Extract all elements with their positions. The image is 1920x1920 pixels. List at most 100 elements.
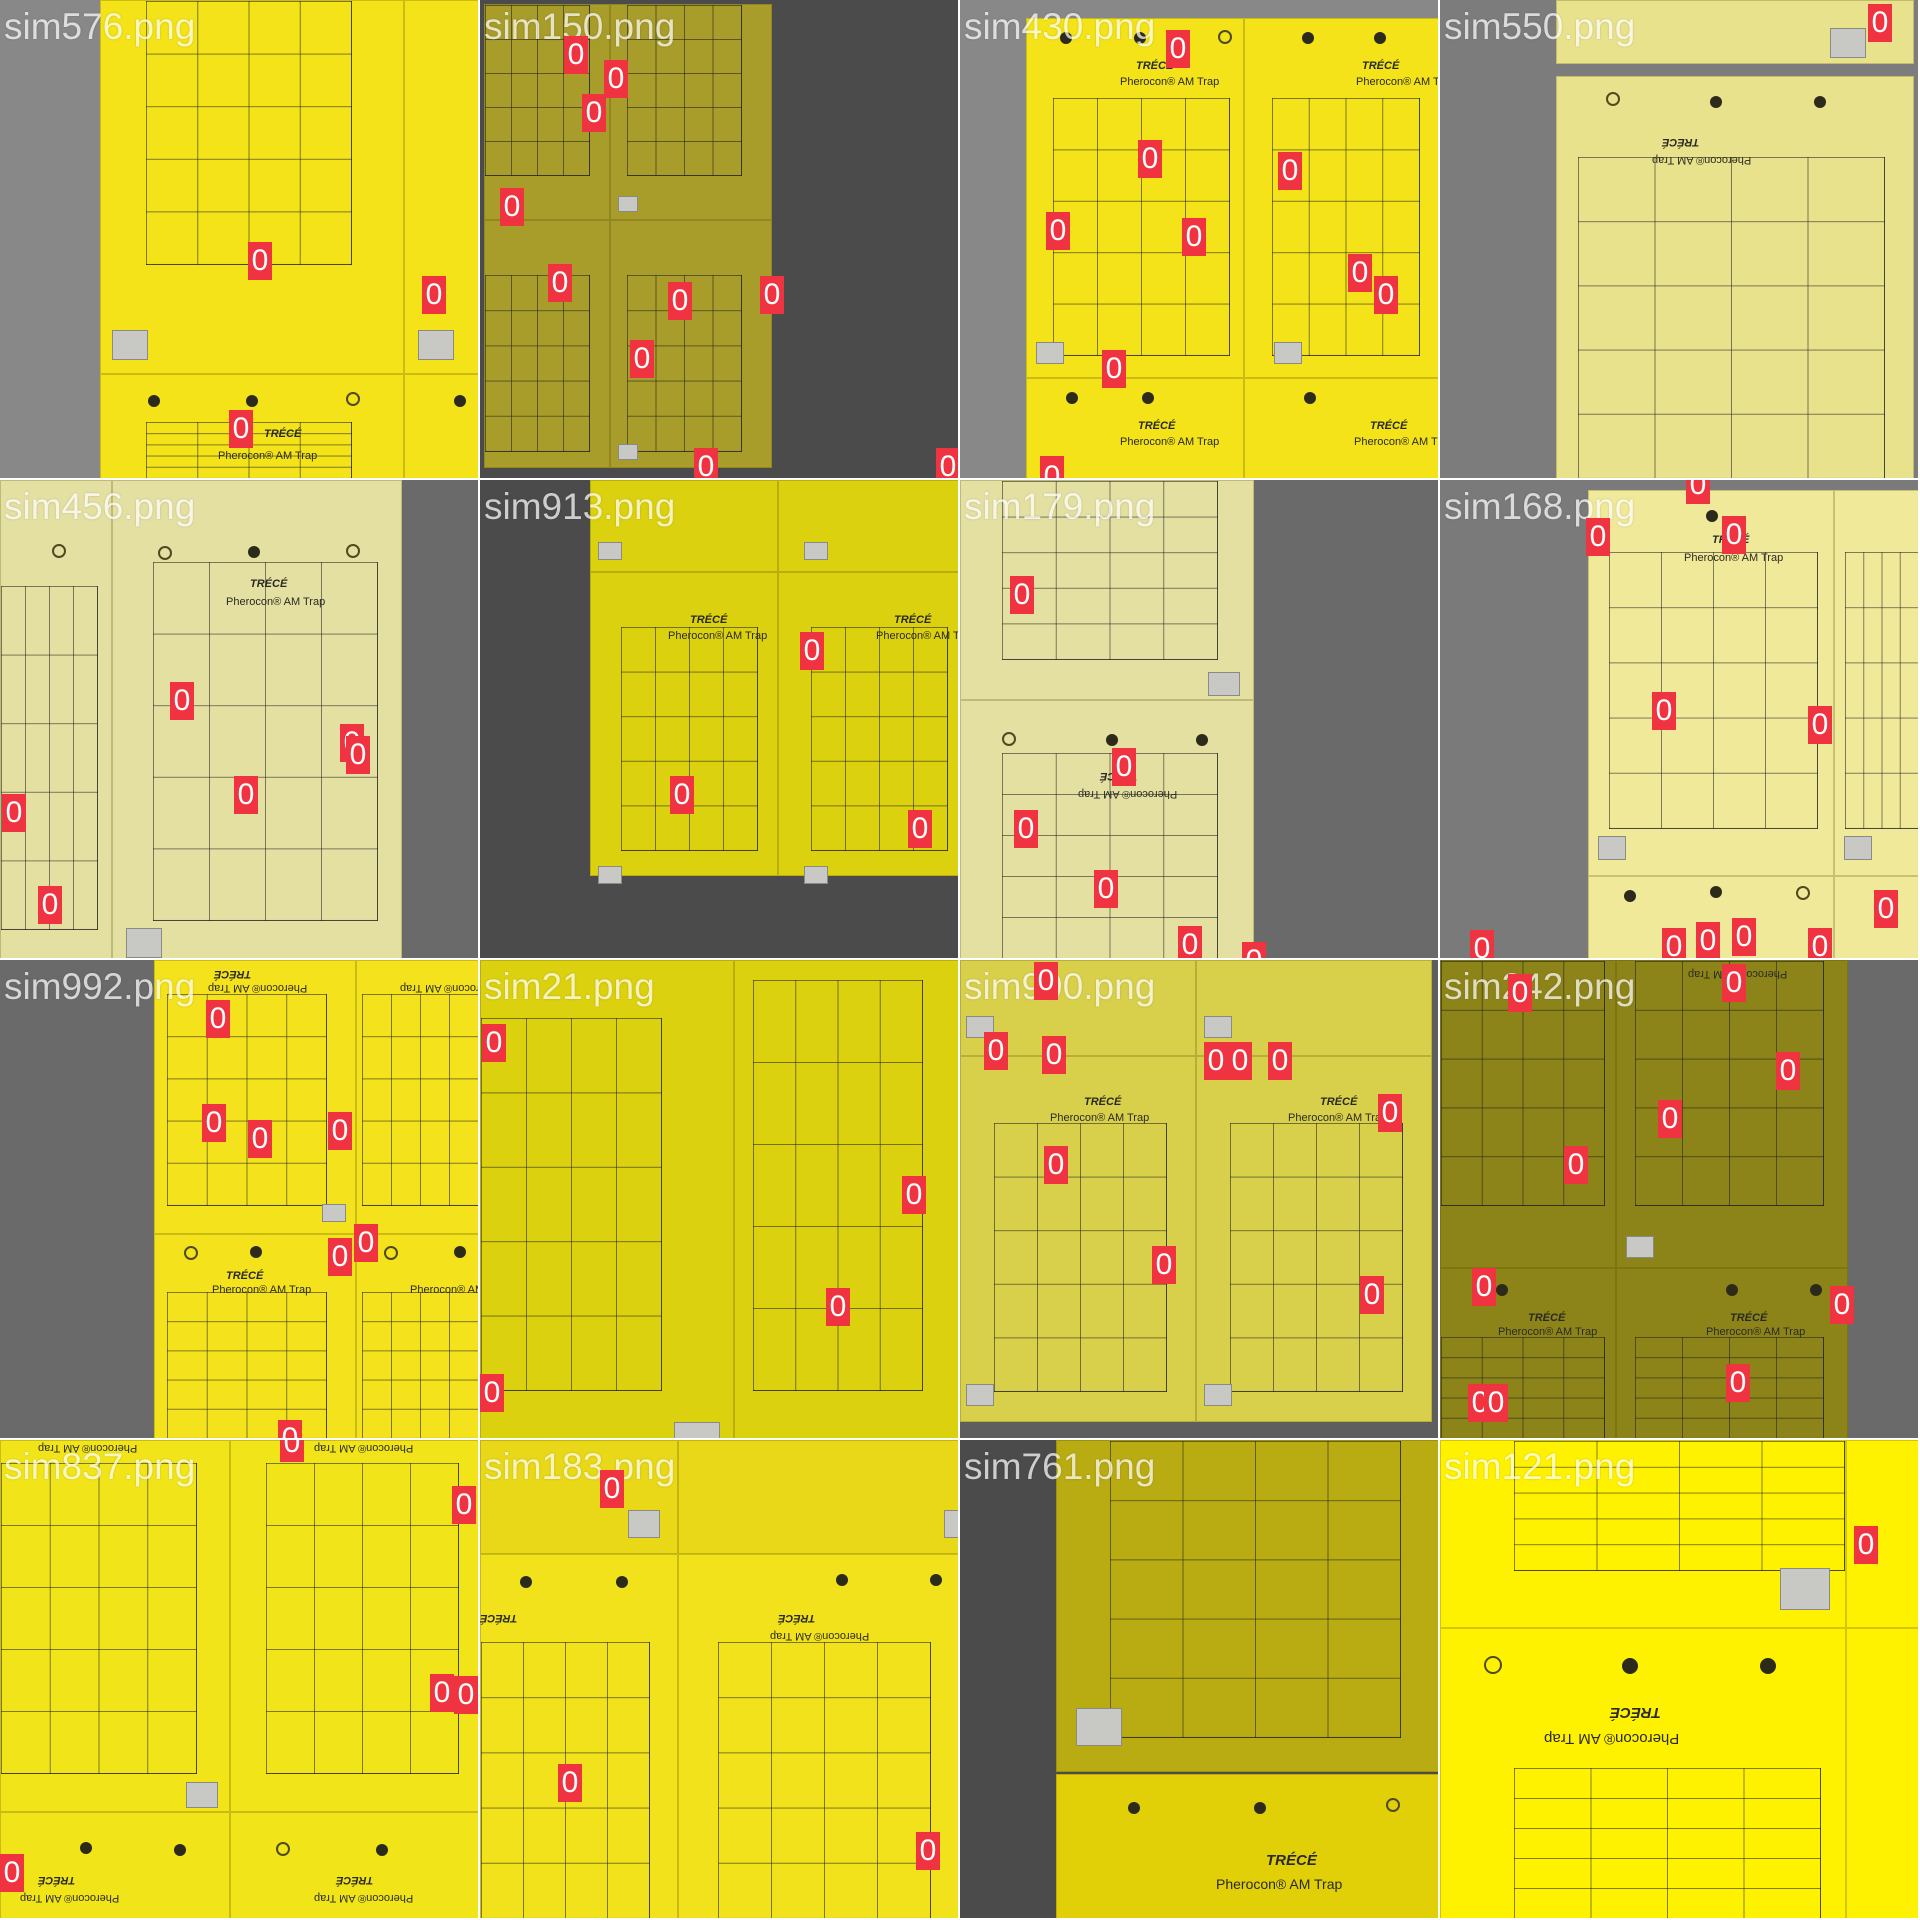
detection-box[interactable]: 0 bbox=[1014, 810, 1038, 848]
detection-box[interactable]: 0 bbox=[1378, 1094, 1402, 1132]
image-tile[interactable]: TRÉCÉ Pherocon® AM Trap Pherocon® AM Tra… bbox=[0, 960, 478, 1438]
image-tile[interactable]: TRÉCÉ Pherocon® AM Trap TRÉCÉ Pherocon® … bbox=[960, 0, 1438, 478]
detection-box[interactable]: 0 bbox=[454, 1676, 478, 1714]
detection-box[interactable]: 0 bbox=[1726, 1364, 1750, 1402]
detection-box[interactable]: 0 bbox=[1034, 962, 1058, 1000]
detection-box[interactable]: 0 bbox=[1040, 458, 1064, 478]
detection-box[interactable]: 0 bbox=[1732, 918, 1756, 956]
detection-box[interactable]: 0 bbox=[1152, 1246, 1176, 1284]
detection-box[interactable]: 0 bbox=[1044, 1146, 1068, 1184]
detection-box[interactable]: 0 bbox=[1360, 1276, 1384, 1314]
image-tile[interactable]: TRÉCÉ Pherocon® AM Trap sim576.png 0 0 0 bbox=[0, 0, 478, 478]
detection-box[interactable]: 0 bbox=[558, 1764, 582, 1802]
detection-box[interactable]: 0 bbox=[354, 1224, 378, 1262]
detection-box[interactable]: 0 bbox=[1182, 218, 1206, 256]
detection-box[interactable]: 0 bbox=[1696, 922, 1720, 958]
detection-box[interactable]: 0 bbox=[984, 1032, 1008, 1070]
image-tile[interactable]: Pherocon® AM Trap Pherocon® AM Trap TRÉC… bbox=[0, 1440, 478, 1918]
detection-box[interactable]: 0 bbox=[564, 36, 588, 74]
detection-box[interactable]: 0 bbox=[1204, 1042, 1228, 1080]
detection-box[interactable]: 0 bbox=[328, 1238, 352, 1276]
detection-box[interactable]: 0 bbox=[1686, 480, 1710, 504]
image-tile[interactable]: TRÉCÉ Pherocon® AM Trap TRÉCÉ Pherocon® … bbox=[1440, 960, 1918, 1438]
detection-box[interactable]: 0 bbox=[826, 1288, 850, 1326]
detection-box[interactable]: 0 bbox=[670, 776, 694, 814]
detection-box[interactable]: 0 bbox=[1830, 1286, 1854, 1324]
detection-box[interactable]: 0 bbox=[202, 1104, 226, 1142]
detection-box[interactable]: 0 bbox=[1662, 928, 1686, 958]
detection-box[interactable]: 0 bbox=[1808, 706, 1832, 744]
detection-box[interactable]: 0 bbox=[248, 242, 272, 280]
detection-box[interactable]: 0 bbox=[1228, 1042, 1252, 1080]
image-tile[interactable]: TRÉCÉ Pherocon® AM Trap sim761.png bbox=[960, 1440, 1438, 1918]
detection-box[interactable]: 0 bbox=[1094, 870, 1118, 908]
detection-box[interactable]: 0 bbox=[600, 1470, 624, 1508]
detection-box[interactable]: 0 bbox=[1010, 576, 1034, 614]
detection-box[interactable]: 0 bbox=[1472, 1268, 1496, 1306]
detection-box[interactable]: 0 bbox=[1564, 1146, 1588, 1184]
image-tile[interactable]: TRÉCÉ Pherocon® AM Trap TRÉCÉ Pherocon® … bbox=[960, 960, 1438, 1438]
detection-box[interactable]: 0 bbox=[1112, 748, 1136, 786]
detection-box[interactable]: 0 bbox=[1722, 516, 1746, 554]
detection-box[interactable]: 0 bbox=[482, 1024, 506, 1062]
detection-box[interactable]: 0 bbox=[548, 264, 572, 302]
detection-box[interactable]: 0 bbox=[38, 886, 62, 924]
detection-box[interactable]: 0 bbox=[630, 340, 654, 378]
detection-box[interactable]: 0 bbox=[1776, 1052, 1800, 1090]
detection-box[interactable]: 0 bbox=[1278, 152, 1302, 190]
detection-box[interactable]: 0 bbox=[229, 410, 253, 448]
image-tile[interactable]: TRÉCÉ TRÉCÉ Pherocon® AM Trap sim183.png… bbox=[480, 1440, 958, 1918]
detection-box[interactable]: 0 bbox=[936, 448, 958, 478]
detection-box[interactable]: 0 bbox=[1348, 254, 1372, 292]
detection-box[interactable]: 0 bbox=[500, 188, 524, 226]
image-tile[interactable]: TRÉCÉ Pherocon® AM Trap sim550.png 0 bbox=[1440, 0, 1918, 478]
image-tile[interactable]: TRÉCÉ Pherocon® AM Trap sim179.png 0 0 0… bbox=[960, 480, 1438, 958]
detection-box[interactable]: 0 bbox=[800, 632, 824, 670]
detection-box[interactable]: 0 bbox=[604, 60, 628, 98]
image-tile[interactable]: sim150.png 0 0 0 0 0 0 0 0 0 0 bbox=[480, 0, 958, 478]
detection-box[interactable]: 0 bbox=[1102, 350, 1126, 388]
detection-box[interactable]: 0 bbox=[346, 736, 370, 774]
detection-box[interactable]: 0 bbox=[1874, 890, 1898, 928]
detection-box[interactable]: 0 bbox=[908, 810, 932, 848]
detection-box[interactable]: 0 bbox=[1484, 1384, 1508, 1422]
detection-box[interactable]: 0 bbox=[582, 94, 606, 132]
image-tile[interactable]: TRÉCÉ Pherocon® AM Trap sim168.png 0 0 0… bbox=[1440, 480, 1918, 958]
image-tile[interactable]: sim21.png 0 0 0 0 bbox=[480, 960, 958, 1438]
detection-box[interactable]: 0 bbox=[0, 1854, 24, 1892]
detection-box[interactable]: 0 bbox=[1508, 974, 1532, 1012]
detection-box[interactable]: 0 bbox=[1374, 276, 1398, 314]
detection-box[interactable]: 0 bbox=[1178, 926, 1202, 958]
detection-box[interactable]: 0 bbox=[1722, 964, 1746, 1002]
detection-box[interactable]: 0 bbox=[1658, 1100, 1682, 1138]
detection-box[interactable]: 0 bbox=[278, 1420, 302, 1438]
detection-box[interactable]: 0 bbox=[430, 1674, 454, 1712]
detection-box[interactable]: 0 bbox=[1166, 30, 1190, 68]
detection-box[interactable]: 0 bbox=[2, 794, 26, 832]
detection-box[interactable]: 0 bbox=[328, 1112, 352, 1150]
detection-box[interactable]: 0 bbox=[206, 1000, 230, 1038]
detection-box[interactable]: 0 bbox=[280, 1440, 304, 1462]
detection-box[interactable]: 0 bbox=[1046, 212, 1070, 250]
detection-box[interactable]: 0 bbox=[1868, 4, 1892, 42]
detection-box[interactable]: 0 bbox=[452, 1486, 476, 1524]
detection-box[interactable]: 0 bbox=[234, 776, 258, 814]
detection-box[interactable]: 0 bbox=[1854, 1526, 1878, 1564]
image-tile[interactable]: TRÉCÉ Pherocon® AM Trap sim121.png 0 bbox=[1440, 1440, 1918, 1918]
detection-box[interactable]: 0 bbox=[1586, 518, 1610, 556]
detection-box[interactable]: 0 bbox=[668, 282, 692, 320]
detection-box[interactable]: 0 bbox=[1138, 140, 1162, 178]
detection-box[interactable]: 0 bbox=[248, 1120, 272, 1158]
detection-box[interactable]: 0 bbox=[1042, 1036, 1066, 1074]
detection-box[interactable]: 0 bbox=[694, 448, 718, 478]
detection-box[interactable]: 0 bbox=[902, 1176, 926, 1214]
detection-box[interactable]: 0 bbox=[1652, 692, 1676, 730]
image-tile[interactable]: TRÉCÉ Pherocon® AM Trap sim456.png 0 0 0… bbox=[0, 480, 478, 958]
detection-box[interactable]: 0 bbox=[170, 682, 194, 720]
detection-box[interactable]: 0 bbox=[422, 276, 446, 314]
image-tile[interactable]: TRÉCÉ Pherocon® AM Trap TRÉCÉ Pherocon® … bbox=[480, 480, 958, 958]
detection-box[interactable]: 0 bbox=[1268, 1042, 1292, 1080]
detection-box[interactable]: 0 bbox=[1808, 928, 1832, 958]
detection-box[interactable]: 0 bbox=[1470, 930, 1494, 958]
detection-box[interactable]: 0 bbox=[1242, 942, 1266, 958]
